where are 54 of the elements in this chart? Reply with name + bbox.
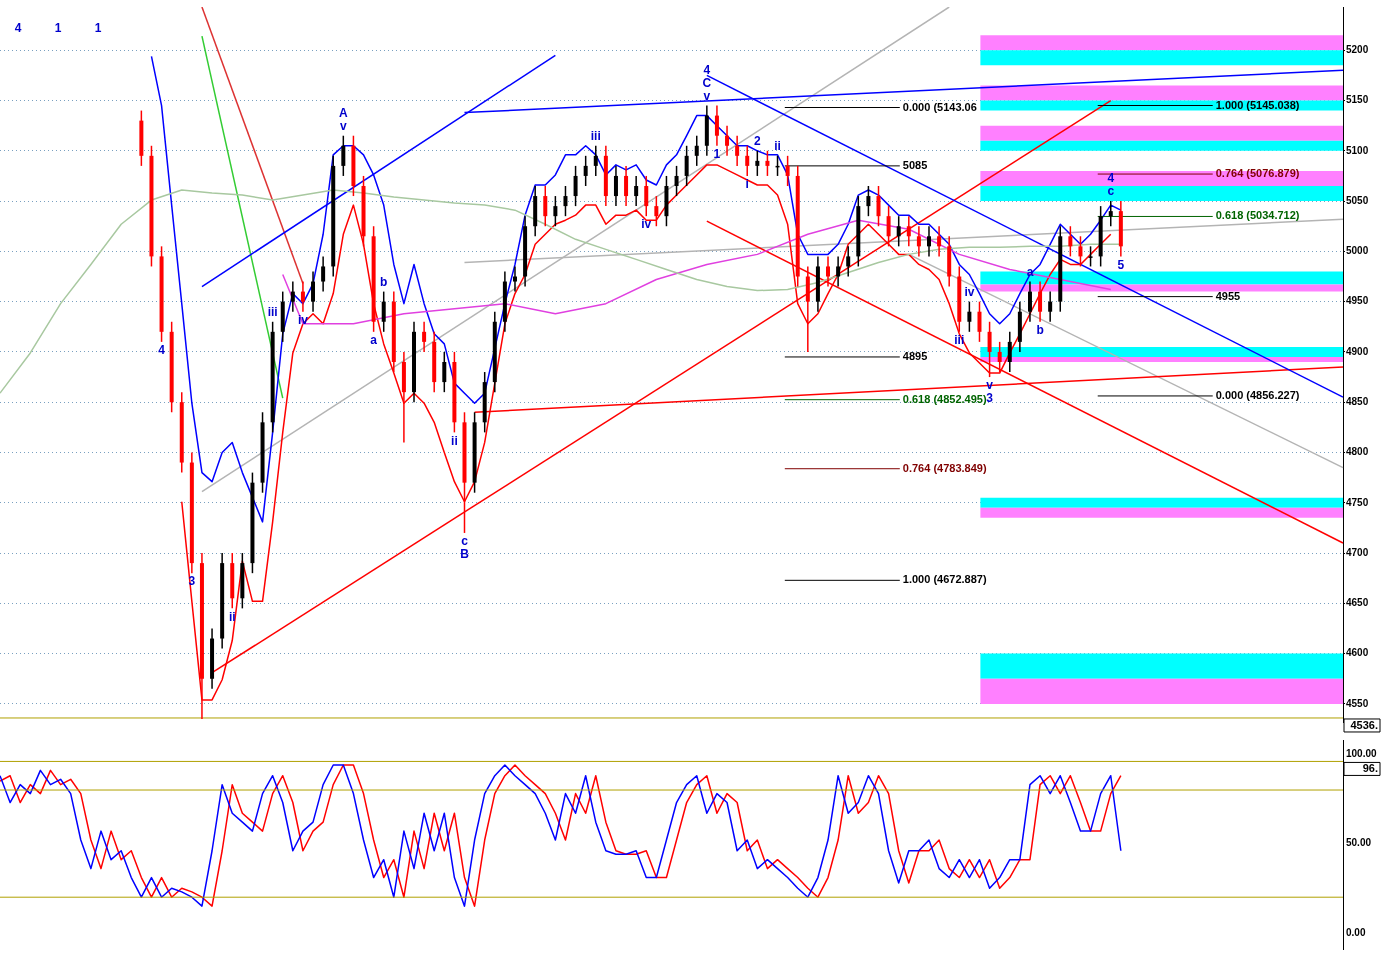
ref-line-label: 0.764 (4783.849) bbox=[902, 461, 987, 474]
y-tick-label: 5050 bbox=[1346, 194, 1369, 206]
text: 4 C v bbox=[702, 62, 712, 103]
text: a bbox=[370, 333, 377, 348]
text: 5 bbox=[1117, 257, 1125, 272]
y-tick-label: 5100 bbox=[1346, 144, 1369, 156]
y-tick-label: 5000 bbox=[1346, 245, 1369, 257]
annotation: 1 bbox=[54, 21, 62, 36]
text: ii bbox=[228, 609, 236, 624]
y-tick-label: 4900 bbox=[1346, 345, 1369, 357]
text: b bbox=[1036, 323, 1044, 338]
y-tick-label: 100.00 bbox=[1346, 748, 1378, 760]
ref-line-label: 96. bbox=[1362, 762, 1378, 775]
annotation: 1 bbox=[713, 147, 721, 162]
y-tick-label: 4600 bbox=[1346, 647, 1369, 659]
y-tick-label: 4700 bbox=[1346, 546, 1369, 558]
text: a bbox=[1026, 264, 1034, 279]
text: ii bbox=[451, 433, 458, 448]
text: iii bbox=[954, 333, 965, 348]
text: 4 bbox=[14, 21, 22, 36]
ref-line-label: 4895 bbox=[902, 349, 928, 362]
ref-line-label: 0.618 (5034.712) bbox=[1215, 209, 1300, 222]
ref-line-label: 1.000 (4672.887) bbox=[902, 573, 987, 586]
ref-line-label: 5085 bbox=[902, 158, 928, 171]
text: 1 bbox=[94, 21, 102, 36]
text: i bbox=[745, 177, 749, 192]
text: c B bbox=[460, 534, 469, 562]
text: iii bbox=[267, 305, 278, 320]
y-tick-label: 5200 bbox=[1346, 43, 1369, 55]
y-tick-label: 4850 bbox=[1346, 395, 1369, 407]
ref-line-label: 4536. bbox=[1350, 719, 1378, 732]
ref-line-label: 1.000 (5145.038) bbox=[1215, 98, 1300, 111]
ref-line-label: 0.764 (5076.879) bbox=[1215, 167, 1300, 180]
text: b bbox=[380, 274, 388, 289]
y-tick-label: 4550 bbox=[1346, 697, 1369, 709]
y-tick-label: 4800 bbox=[1346, 446, 1369, 458]
text: A v bbox=[338, 106, 348, 134]
y-tick-label: 4950 bbox=[1346, 295, 1369, 307]
ref-line-label: 0.618 (4852.495) bbox=[902, 392, 987, 405]
ref-line-label: 0.000 (5143.06 bbox=[902, 100, 977, 113]
y-tick-label: 5150 bbox=[1346, 94, 1369, 106]
text: iv bbox=[641, 217, 652, 232]
ref-line-label: 4955 bbox=[1215, 289, 1241, 302]
annotation: 4 bbox=[158, 343, 166, 358]
y-tick-label: 50.00 bbox=[1346, 837, 1372, 849]
y-tick-label: 0.00 bbox=[1346, 926, 1366, 938]
text: ii bbox=[774, 139, 781, 154]
text: iv bbox=[964, 284, 975, 299]
text: 2 bbox=[753, 134, 761, 149]
y-tick-label: 4650 bbox=[1346, 597, 1369, 609]
text: iii bbox=[590, 129, 601, 144]
ref-line-label: 0.000 (4856.227) bbox=[1215, 388, 1300, 401]
y-tick-label: 4750 bbox=[1346, 496, 1369, 508]
text: 4 c bbox=[1107, 171, 1115, 199]
